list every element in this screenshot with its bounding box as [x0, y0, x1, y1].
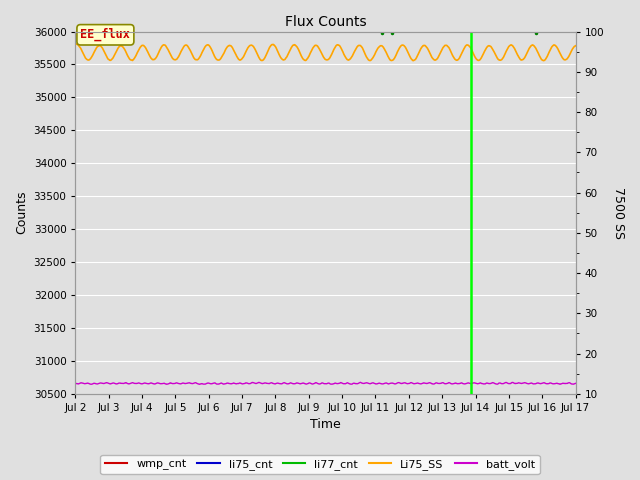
Title: Flux Counts: Flux Counts — [285, 15, 366, 29]
Y-axis label: Counts: Counts — [15, 191, 28, 234]
X-axis label: Time: Time — [310, 419, 341, 432]
Y-axis label: 7500 SS: 7500 SS — [612, 187, 625, 239]
Legend: wmp_cnt, li75_cnt, li77_cnt, Li75_SS, batt_volt: wmp_cnt, li75_cnt, li77_cnt, Li75_SS, ba… — [100, 455, 540, 474]
Text: EE_flux: EE_flux — [81, 28, 131, 41]
